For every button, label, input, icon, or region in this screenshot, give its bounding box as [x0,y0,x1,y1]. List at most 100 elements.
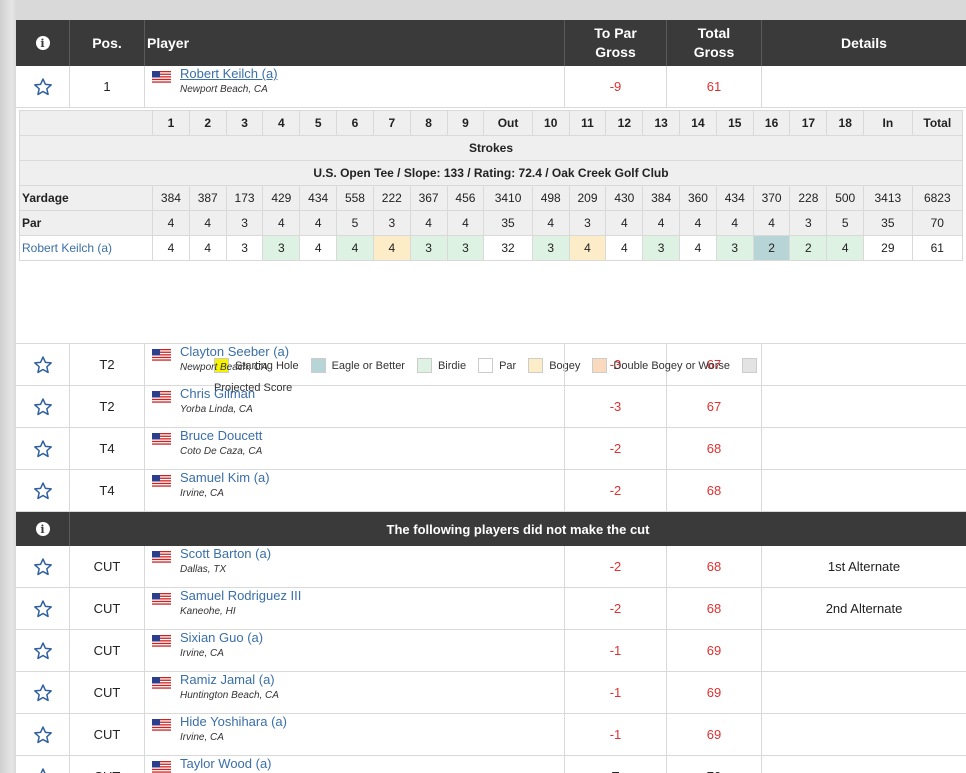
player-name-link[interactable]: Taylor Wood (a) [180,756,272,771]
star-outline-icon[interactable] [33,599,53,619]
position: T4 [70,428,145,469]
par-value: 4 [531,210,570,236]
hole-score: 3 [446,235,485,261]
header-total[interactable]: Total Gross [667,20,762,66]
cut-info-cell[interactable]: i [16,512,70,546]
hole-score: 2 [752,235,791,261]
info-icon[interactable]: i [35,522,50,536]
star-outline-icon[interactable] [33,641,53,661]
player-name-link[interactable]: Bruce Doucett [180,428,263,443]
info-icon[interactable]: i [35,36,50,50]
player-row[interactable]: CUT Sixian Guo (a) Irvine, CA -1 69 [16,630,966,672]
header-info-cell[interactable]: i [16,20,70,66]
hole-number: 6 [336,110,374,136]
legend-double: Double Bogey or Worse [613,359,731,372]
favorite-cell[interactable] [16,756,70,773]
yardage-value: 209 [568,185,607,211]
total-gross: 61 [667,66,762,107]
details [762,66,966,107]
to-par: -1 [565,714,667,755]
player-name-link[interactable]: Sixian Guo (a) [180,630,264,645]
player-name-link[interactable]: Samuel Rodriguez III [180,588,302,603]
favorite-cell[interactable] [16,428,70,469]
header-pos[interactable]: Pos. [70,20,145,66]
cut-players-list: CUT Scott Barton (a) Dallas, TX -2 68 1st Alt… [16,546,966,773]
header-to-par[interactable]: To Par Gross [565,20,667,66]
star-outline-icon[interactable] [33,725,53,745]
header-player[interactable]: Player [145,20,565,66]
hole-number: 2 [188,110,227,136]
player-score-row: Robert Keilch (a) 4 4 3 3 4 4 4 3 3 32 3 4 4 3 4 3 2 2 4 29 6… [19,235,964,261]
par-value: 3 [568,210,607,236]
score-legend: Starting Hole Eagle or Better Birdie Par… [208,358,758,373]
par-value: 5 [826,210,865,236]
yardage-value: 387 [188,185,227,211]
yardage-value: 434 [299,185,338,211]
hole-score: 3 [642,235,681,261]
hole-score: 2 [789,235,828,261]
position: CUT [70,756,145,773]
player-row[interactable]: T4 Samuel Kim (a) Irvine, CA -2 68 [16,470,966,512]
hole-score: 4 [605,235,644,261]
star-outline-icon[interactable] [33,355,53,375]
player-row[interactable]: CUT Ramiz Jamal (a) Huntington Beach, CA -1… [16,672,966,714]
par-value: 4 [409,210,448,236]
par-value: 3 [789,210,828,236]
hole-number: 12 [605,110,644,136]
star-outline-icon[interactable] [33,767,53,773]
us-flag-icon [152,677,171,689]
favorite-cell[interactable] [16,66,70,107]
par-value: 3 [225,210,264,236]
player-row[interactable]: T2 Chris Gilman Yorba Linda, CA -3 67 [16,386,966,428]
favorite-cell[interactable] [16,672,70,713]
star-outline-icon[interactable] [33,397,53,417]
player-row[interactable]: CUT Scott Barton (a) Dallas, TX -2 68 1st Alt… [16,546,966,588]
player-name-link[interactable]: Robert Keilch (a) [180,66,278,81]
us-flag-icon [152,635,171,647]
player-name-link[interactable]: Ramiz Jamal (a) [180,672,275,687]
yardage-value: 360 [679,185,717,211]
player-row-leader[interactable]: 1 Robert Keilch (a) Newport Beach, CA -9… [16,66,966,108]
header-details: Details [841,34,887,51]
legend-swatch-bogey [528,358,544,373]
player-row[interactable]: CUTTaylor Wood (a)Coto De Caza, CAE70 [16,756,966,773]
player-name-link[interactable]: Clayton Seeber (a) [180,344,290,359]
favorite-cell[interactable] [16,386,70,427]
position: 1 [70,66,145,107]
star-outline-icon[interactable] [33,683,53,703]
to-par: -2 [565,470,667,511]
scorecard-panel: 1 2 3 4 5 6 7 8 9 Out 10 11 12 13 14 15 16 17 18 In Total St… [16,108,966,394]
player-name-link[interactable]: Chris Gilman [180,386,256,401]
legend-projected: Projected Score [214,382,293,394]
player-row[interactable]: T2 Clayton Seeber (a) Newport Beach, CA -3 6… [16,344,966,386]
player-row[interactable]: CUT Samuel Rodriguez III Kaneohe, HI -2 68 2n… [16,588,966,630]
hole-number: 9 [446,110,485,136]
hole-number: 18 [826,110,865,136]
favorite-cell[interactable] [16,588,70,629]
favorite-cell[interactable] [16,470,70,511]
star-outline-icon[interactable] [33,439,53,459]
legend-starting: Starting Hole [235,359,299,372]
legend-swatch-eagle [310,358,326,373]
player-row[interactable]: CUT Hide Yoshihara (a) Irvine, CA -1 69 [16,714,966,756]
star-outline-icon[interactable] [33,77,53,97]
scorecard-table: 1 2 3 4 5 6 7 8 9 Out 10 11 12 13 14 15 16 17 18 In Total St… [19,110,964,261]
details [762,428,966,469]
favorite-cell[interactable] [16,714,70,755]
total-gross: 69 [667,672,762,713]
player-name-link[interactable]: Scott Barton (a) [180,546,272,561]
player-name-link[interactable]: Hide Yoshihara (a) [180,714,287,729]
player-row[interactable]: T4 Bruce Doucett Coto De Caza, CA -2 68 [16,428,966,470]
to-par: -9 [565,66,667,107]
player-name-link[interactable]: Samuel Kim (a) [180,470,270,485]
star-outline-icon[interactable] [33,481,53,501]
star-outline-icon[interactable] [33,557,53,577]
player-location: Coto De Caza, CA [180,446,263,457]
yardage-value: 500 [826,185,865,211]
yardage-row: Yardage 384 387 173 429 434 558 222 367 456 3410 49… [19,185,964,211]
favorite-cell[interactable] [16,546,70,587]
favorite-cell[interactable] [16,630,70,671]
favorite-cell[interactable] [16,344,70,385]
par-value: 4 [715,210,754,236]
par-value: 35 [863,210,913,236]
